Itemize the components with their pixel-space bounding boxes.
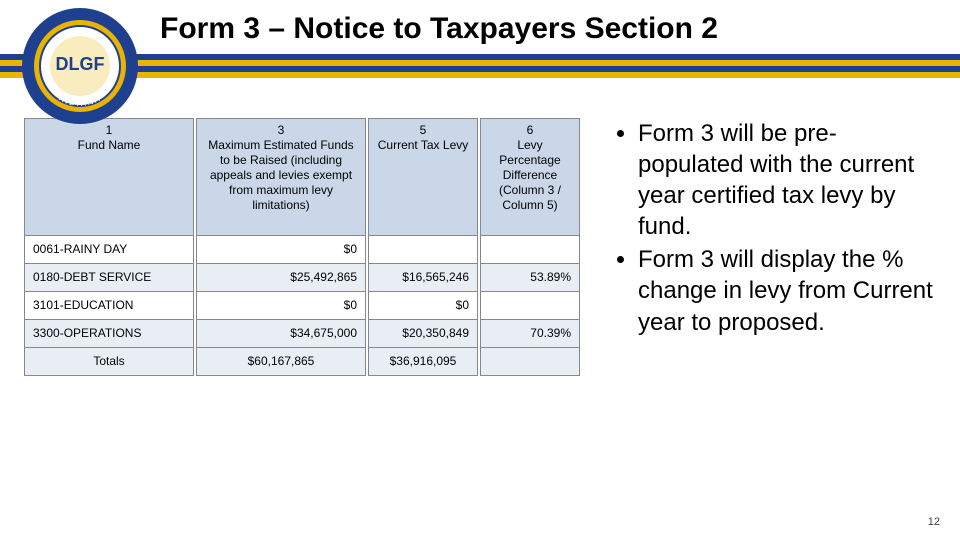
table-cell — [480, 236, 580, 264]
bullet-item: Form 3 will be pre-populated with the cu… — [638, 118, 936, 243]
table-cell: 0180-DEBT SERVICE — [24, 264, 194, 292]
seal-text-top: DLGF — [56, 54, 105, 74]
bullet-item: Form 3 will display the % change in levy… — [638, 244, 936, 338]
col-header: 6 Levy Percentage Difference (Column 3 /… — [480, 118, 580, 236]
table-cell: $34,675,000 — [196, 320, 366, 348]
table-cell: 0061-RAINY DAY — [24, 236, 194, 264]
table-cell: 70.39% — [480, 320, 580, 348]
table-total-label: Totals — [24, 348, 194, 376]
col-header: 3 Maximum Estimated Funds to be Raised (… — [196, 118, 366, 236]
table-total-cell: $36,916,095 — [368, 348, 478, 376]
col-label: Current Tax Levy — [375, 138, 471, 153]
table-cell: $0 — [368, 292, 478, 320]
table-col-max-funds: 3 Maximum Estimated Funds to be Raised (… — [196, 118, 366, 376]
stripe-4 — [0, 72, 960, 78]
col-header: 5 Current Tax Levy — [368, 118, 478, 236]
table-total-cell — [480, 348, 580, 376]
table-col-current-levy: 5 Current Tax Levy $16,565,246 $0 $20,35… — [368, 118, 478, 376]
col-header: 1 Fund Name — [24, 118, 194, 236]
dlgf-seal: DLGF INDIANA — [20, 6, 140, 126]
col-number: 6 — [487, 123, 573, 138]
table-cell: $0 — [196, 292, 366, 320]
slide-header: DLGF INDIANA Form 3 – Notice to Taxpayer… — [0, 0, 960, 78]
bullet-list: Form 3 will be pre-populated with the cu… — [592, 118, 936, 376]
table-cell: 3300-OPERATIONS — [24, 320, 194, 348]
slide-title: Form 3 – Notice to Taxpayers Section 2 — [160, 10, 960, 48]
table-col-fund-name: 1 Fund Name 0061-RAINY DAY 0180-DEBT SER… — [24, 118, 194, 376]
col-number: 5 — [375, 123, 471, 138]
table-total-cell: $60,167,865 — [196, 348, 366, 376]
col-number: 3 — [203, 123, 359, 138]
table-cell: 53.89% — [480, 264, 580, 292]
header-stripes — [0, 54, 960, 78]
table-cell — [368, 236, 478, 264]
table-cell: $16,565,246 — [368, 264, 478, 292]
table-cell — [480, 292, 580, 320]
table-col-pct-diff: 6 Levy Percentage Difference (Column 3 /… — [480, 118, 580, 376]
slide-content: 1 Fund Name 0061-RAINY DAY 0180-DEBT SER… — [0, 78, 960, 376]
col-label: Maximum Estimated Funds to be Raised (in… — [203, 138, 359, 213]
table-cell: $0 — [196, 236, 366, 264]
col-label: Fund Name — [31, 138, 187, 153]
col-label: Levy Percentage Difference (Column 3 / C… — [487, 138, 573, 213]
table-cell: $25,492,865 — [196, 264, 366, 292]
page-number: 12 — [928, 516, 940, 528]
table-cell: 3101-EDUCATION — [24, 292, 194, 320]
table-cell: $20,350,849 — [368, 320, 478, 348]
funds-table: 1 Fund Name 0061-RAINY DAY 0180-DEBT SER… — [24, 118, 580, 376]
